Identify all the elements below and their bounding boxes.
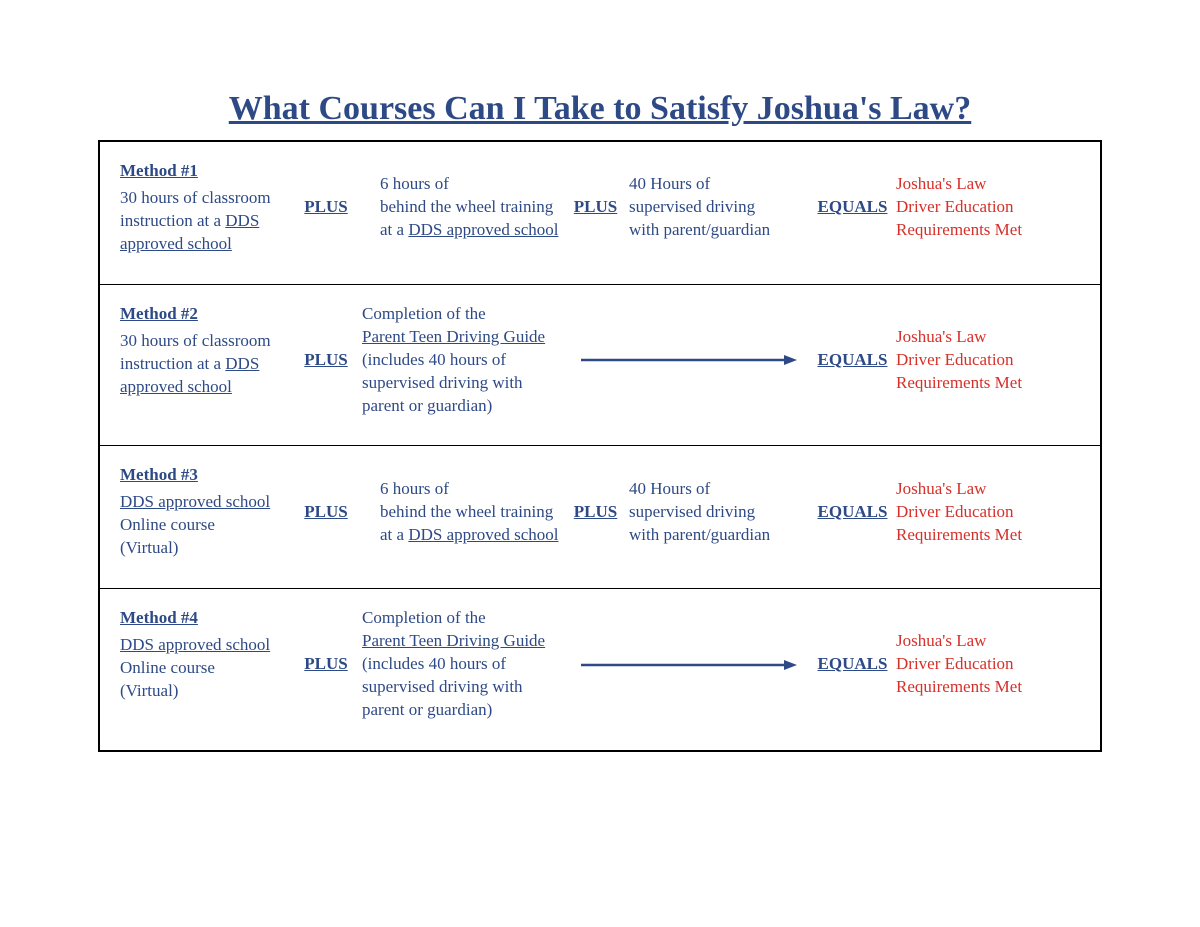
method-row-4: Method #4 DDS approved school Online cou… [100,589,1100,750]
equals-label: EQUALS [815,501,890,524]
text: Driver Education [896,501,1056,524]
page-title: What Courses Can I Take to Satisfy Joshu… [95,90,1105,128]
text: (Virtual) [120,537,290,560]
plus-label: PLUS [296,349,356,372]
plus-label: PLUS [568,501,623,524]
parent-guide-link[interactable]: Parent Teen Driving Guide [362,631,545,650]
text: 6 hours of [380,478,562,501]
text: 40 Hours of [629,173,809,196]
text: supervised driving [629,501,809,524]
text: (Virtual) [120,680,290,703]
result-text: Joshua's Law Driver Education Requiremen… [896,478,1056,547]
text: with parent/guardian [629,219,809,242]
method1-col3: 6 hours of behind the wheel training at … [362,173,562,242]
method1-heading: Method #1 [120,160,290,183]
text: Online course [120,657,290,680]
text: at a [380,525,408,544]
text: with parent/guardian [629,524,809,547]
method3-col5: 40 Hours of supervised driving with pare… [629,478,809,547]
parent-guide-link[interactable]: Parent Teen Driving Guide [362,327,545,346]
arrow-icon [568,658,809,672]
plus-label: PLUS [296,653,356,676]
text: Requirements Met [896,372,1056,395]
method2-heading: Method #2 [120,303,290,326]
result-text: Joshua's Law Driver Education Requiremen… [896,630,1056,699]
text: Requirements Met [896,524,1056,547]
text: Requirements Met [896,676,1056,699]
text: Driver Education [896,196,1056,219]
text: Online course [120,514,290,537]
text: Completion of the [362,303,562,326]
equals-label: EQUALS [815,653,890,676]
result-text: Joshua's Law Driver Education Requiremen… [896,173,1056,242]
text: (includes 40 hours of supervised driving… [362,653,562,722]
text: supervised driving [629,196,809,219]
method-row-1: Method #1 30 hours of classroom instruct… [100,142,1100,285]
method2-col1: Method #2 30 hours of classroom instruct… [120,303,290,399]
dds-link[interactable]: DDS approved school [408,525,558,544]
text: Requirements Met [896,219,1056,242]
methods-table: Method #1 30 hours of classroom instruct… [98,140,1102,752]
equals-label: EQUALS [815,349,890,372]
dds-link[interactable]: DDS approved school [408,220,558,239]
result-text: Joshua's Law Driver Education Requiremen… [896,326,1056,395]
text: (includes 40 hours of supervised driving… [362,349,562,418]
text: Driver Education [896,349,1056,372]
text: 40 Hours of [629,478,809,501]
text: 6 hours of [380,173,562,196]
plus-label: PLUS [568,196,623,219]
text: Joshua's Law [896,630,1056,653]
text: Joshua's Law [896,326,1056,349]
method-row-3: Method #3 DDS approved school Online cou… [100,446,1100,589]
method3-col3: 6 hours of behind the wheel training at … [362,478,562,547]
method-row-2: Method #2 30 hours of classroom instruct… [100,285,1100,447]
dds-link[interactable]: DDS approved school [120,635,270,654]
method3-heading: Method #3 [120,464,290,487]
text: Joshua's Law [896,173,1056,196]
method4-heading: Method #4 [120,607,290,630]
dds-link[interactable]: DDS approved school [120,492,270,511]
method1-col1: Method #1 30 hours of classroom instruct… [120,160,290,256]
text: behind the wheel training [380,501,562,524]
plus-label: PLUS [296,196,356,219]
method1-col5: 40 Hours of supervised driving with pare… [629,173,809,242]
text: Completion of the [362,607,562,630]
arrow-icon [568,353,809,367]
text: Driver Education [896,653,1056,676]
text: behind the wheel training [380,196,562,219]
equals-label: EQUALS [815,196,890,219]
method2-col3: Completion of the Parent Teen Driving Gu… [362,303,562,418]
method3-col1: Method #3 DDS approved school Online cou… [120,464,290,560]
method4-col1: Method #4 DDS approved school Online cou… [120,607,290,703]
text: at a [380,220,408,239]
text: Joshua's Law [896,478,1056,501]
method4-col3: Completion of the Parent Teen Driving Gu… [362,607,562,722]
plus-label: PLUS [296,501,356,524]
